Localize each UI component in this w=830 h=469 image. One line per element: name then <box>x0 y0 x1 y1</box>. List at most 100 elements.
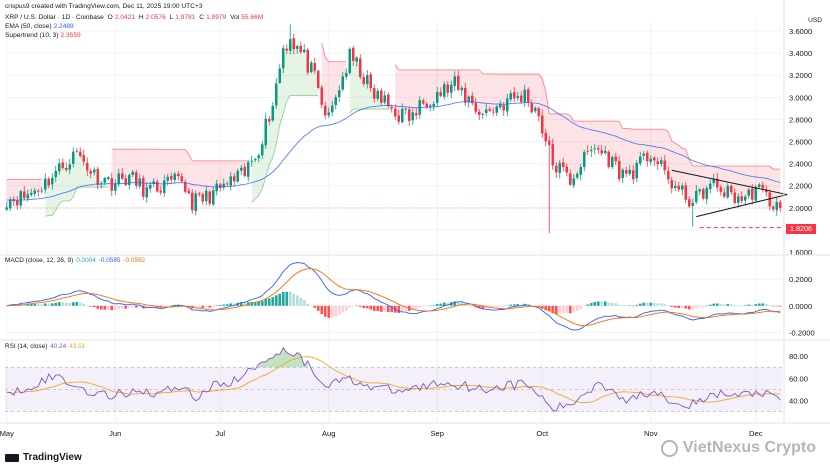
macd-histogram-bar <box>754 304 758 306</box>
macd-histogram-bar <box>50 303 54 306</box>
candle-body <box>565 166 569 173</box>
macd-histogram-bar <box>71 302 75 306</box>
candle-body <box>743 196 747 201</box>
candle-body <box>582 151 586 168</box>
rsi-axis-tick: 40.00 <box>789 396 808 405</box>
candle-body <box>516 96 520 99</box>
macd-histogram-bar <box>768 305 772 306</box>
supertrend-fill <box>80 153 84 188</box>
macd-histogram-bar <box>572 305 576 313</box>
candle-body <box>250 160 254 162</box>
candle-body <box>152 181 156 184</box>
macd-histogram-bar <box>138 305 142 308</box>
candle-body <box>222 183 226 188</box>
macd-histogram-bar <box>547 305 551 312</box>
macd-histogram-bar <box>421 305 425 307</box>
supertrend-fill <box>206 160 210 198</box>
supertrend-fill <box>90 171 95 188</box>
candle-body <box>652 157 656 161</box>
supertrend-fill <box>174 149 179 177</box>
macd-histogram-bar <box>334 305 338 317</box>
rsi-legend[interactable]: RSI (14, close) 40.24 43.51 <box>5 343 85 350</box>
tradingview-logo[interactable]: TradingView <box>5 452 82 463</box>
supertrend-fill <box>118 149 123 179</box>
supertrend-fill <box>62 165 67 201</box>
candle-body <box>127 174 131 186</box>
supertrend-fill <box>230 160 235 181</box>
macd-histogram-bar <box>498 305 502 307</box>
macd-histogram-bar <box>558 305 562 315</box>
candle-body <box>439 92 443 96</box>
candle-body <box>274 83 278 106</box>
macd-histogram-bar <box>99 305 103 310</box>
supertrend-fill <box>332 61 336 109</box>
candle-body <box>29 192 33 195</box>
candle-body <box>159 190 163 193</box>
supertrend-fill <box>566 113 571 180</box>
macd-legend[interactable]: MACD (close, 12, 26, 9) 0.0004 -0.0585 -0.0… <box>5 257 145 264</box>
ema-legend[interactable]: EMA (50, close) 2.2489 <box>5 22 76 31</box>
supertrend-fill <box>192 160 196 203</box>
candle-body <box>498 104 502 108</box>
macd-histogram-bar <box>446 302 450 306</box>
candle-body <box>96 169 100 185</box>
macd-histogram-bar <box>120 305 124 309</box>
supertrend-legend-label: Supertrend (10, 3) <box>5 32 59 39</box>
supertrend-fill <box>626 128 630 172</box>
candle-body <box>407 109 411 121</box>
supertrend-line-segment <box>55 203 60 211</box>
supertrend-line-segment <box>538 73 543 79</box>
supertrend-fill <box>696 166 700 197</box>
candle-body <box>719 187 723 192</box>
candle-body <box>551 144 555 166</box>
macd-histogram-bar <box>194 305 198 309</box>
supertrend-fill <box>290 43 294 96</box>
candle-body <box>43 178 47 190</box>
candle-body <box>712 179 716 184</box>
candle-body <box>645 152 649 162</box>
macd-histogram-bar <box>736 305 740 306</box>
candle-body <box>680 185 684 190</box>
macd-histogram-bar <box>166 305 170 307</box>
supertrend-fill <box>216 160 221 188</box>
macd-histogram-bar <box>302 299 306 306</box>
macd-histogram-bar <box>771 305 775 307</box>
rsi-legend-v1: 40.24 <box>50 343 67 350</box>
macd-histogram-bar <box>369 305 373 310</box>
macd-histogram-bar <box>390 305 394 313</box>
supertrend-legend[interactable]: Supertrend (10, 3) 2.3559 <box>5 31 83 40</box>
supertrend-fill <box>587 121 592 152</box>
candle-body <box>397 115 401 122</box>
candle-body <box>631 170 635 180</box>
candle-body <box>355 57 359 62</box>
supertrend-fill <box>178 149 182 179</box>
supertrend-fill <box>500 74 504 108</box>
candle-body <box>677 185 681 190</box>
candle-body <box>698 189 702 192</box>
symbol-title[interactable]: XRP / U.S. Dollar · 1D · Coinbase <box>5 14 104 21</box>
macd-histogram-bar <box>54 302 58 306</box>
candle-body <box>635 163 639 179</box>
macd-histogram-bar <box>400 305 404 312</box>
macd-histogram-bar <box>26 304 30 306</box>
macd-legend-v2: -0.0585 <box>98 257 121 264</box>
macd-histogram-bar <box>691 305 695 310</box>
candle-body <box>747 189 751 196</box>
supertrend-line-segment <box>254 194 260 200</box>
supertrend-fill <box>489 73 494 112</box>
candle-body <box>495 106 499 113</box>
supertrend-fill <box>594 121 599 149</box>
candle-body <box>624 170 628 174</box>
macd-histogram-bar <box>201 305 205 309</box>
supertrend-line-segment <box>268 157 274 166</box>
price-axis-tick: 3.2000 <box>789 71 812 80</box>
macd-histogram-bar <box>439 303 443 306</box>
candle-body <box>600 150 604 154</box>
time-axis-tick: May <box>0 429 14 438</box>
supertrend-line-segment <box>688 159 694 167</box>
macd-histogram-bar <box>313 305 317 308</box>
candle-body <box>327 112 331 116</box>
candle-body <box>40 190 44 192</box>
supertrend-fill <box>171 149 175 178</box>
